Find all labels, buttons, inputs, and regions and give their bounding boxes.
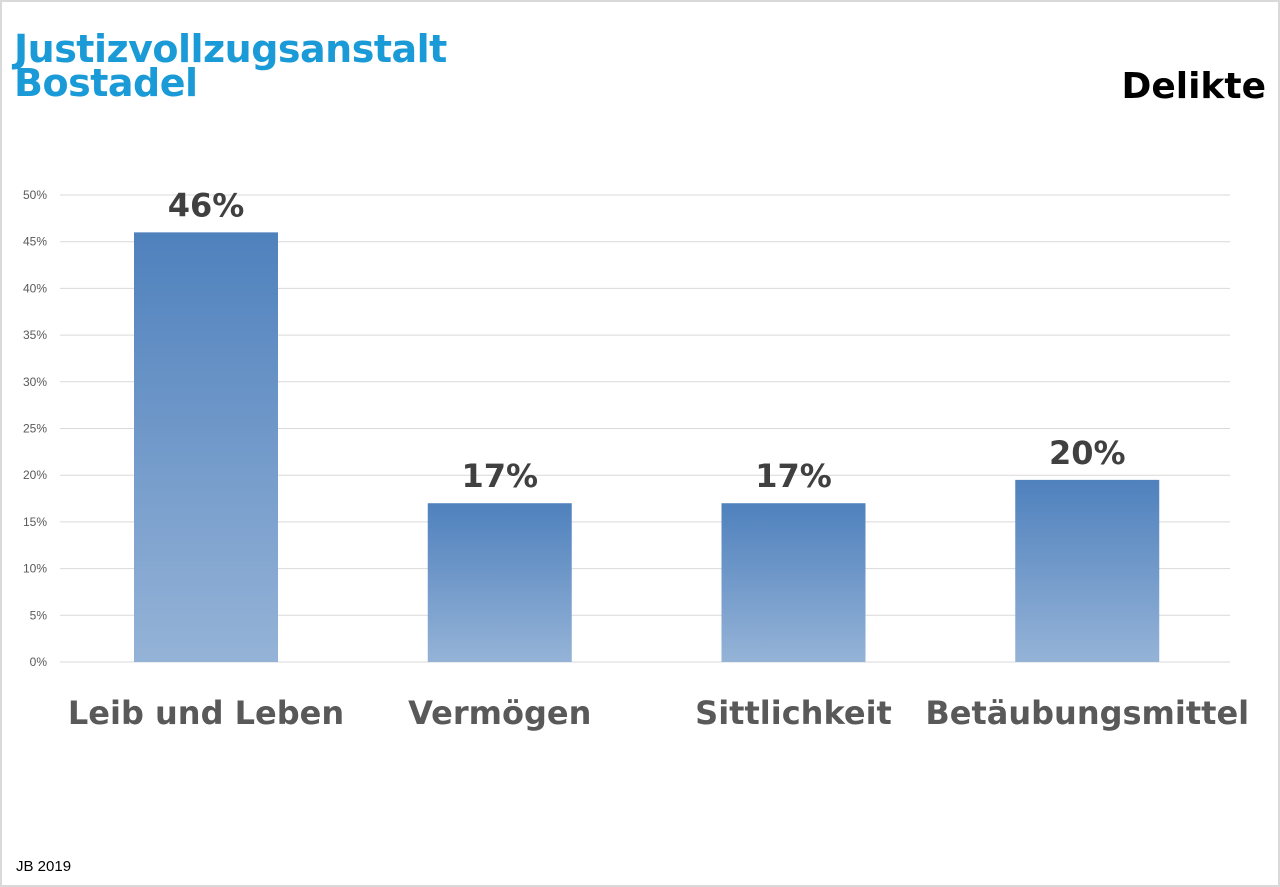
data-label: 46% <box>168 186 245 224</box>
category-labels: Leib und Leben Vermögen Sittlichkeit Betäub… <box>68 694 1249 732</box>
y-tick-label: 5% <box>30 608 48 622</box>
y-tick-label: 10% <box>23 562 47 576</box>
organization-name-line1: Justizvollzugsanstalt <box>14 27 447 71</box>
y-tick-label: 50% <box>23 188 47 202</box>
footer-note: JB 2019 <box>16 858 72 875</box>
y-tick-label: 20% <box>23 468 47 482</box>
data-label: 20% <box>1049 434 1126 472</box>
organization-title: Justizvollzugsanstalt Bostadel <box>14 27 447 105</box>
data-label: 17% <box>461 457 538 495</box>
bars <box>134 232 1160 663</box>
category-label: Sittlichkeit <box>695 694 892 732</box>
bar <box>721 503 866 662</box>
category-label: Vermögen <box>408 694 591 732</box>
y-tick-label: 40% <box>23 281 47 295</box>
y-tick-label: 30% <box>23 375 47 389</box>
y-tick-label: 45% <box>23 235 47 249</box>
y-tick-label: 15% <box>23 515 47 529</box>
y-tick-label: 0% <box>30 655 48 669</box>
bar <box>1015 479 1160 662</box>
bar <box>134 232 278 663</box>
organization-name-line2: Bostadel <box>14 61 198 105</box>
data-labels: 46% 17% 17% 20% <box>168 186 1126 495</box>
data-label: 17% <box>755 457 832 495</box>
category-label: Leib und Leben <box>68 694 344 732</box>
y-tick-label: 25% <box>23 422 47 436</box>
category-label: Betäubungsmittel <box>925 694 1249 732</box>
bar <box>427 503 572 662</box>
y-tick-label: 35% <box>23 328 47 342</box>
chart-title: Delikte <box>1121 66 1266 107</box>
y-axis-ticks: 0% 5% 10% 15% 20% 25% 30% 35% 40% 45% 50% <box>23 188 47 669</box>
